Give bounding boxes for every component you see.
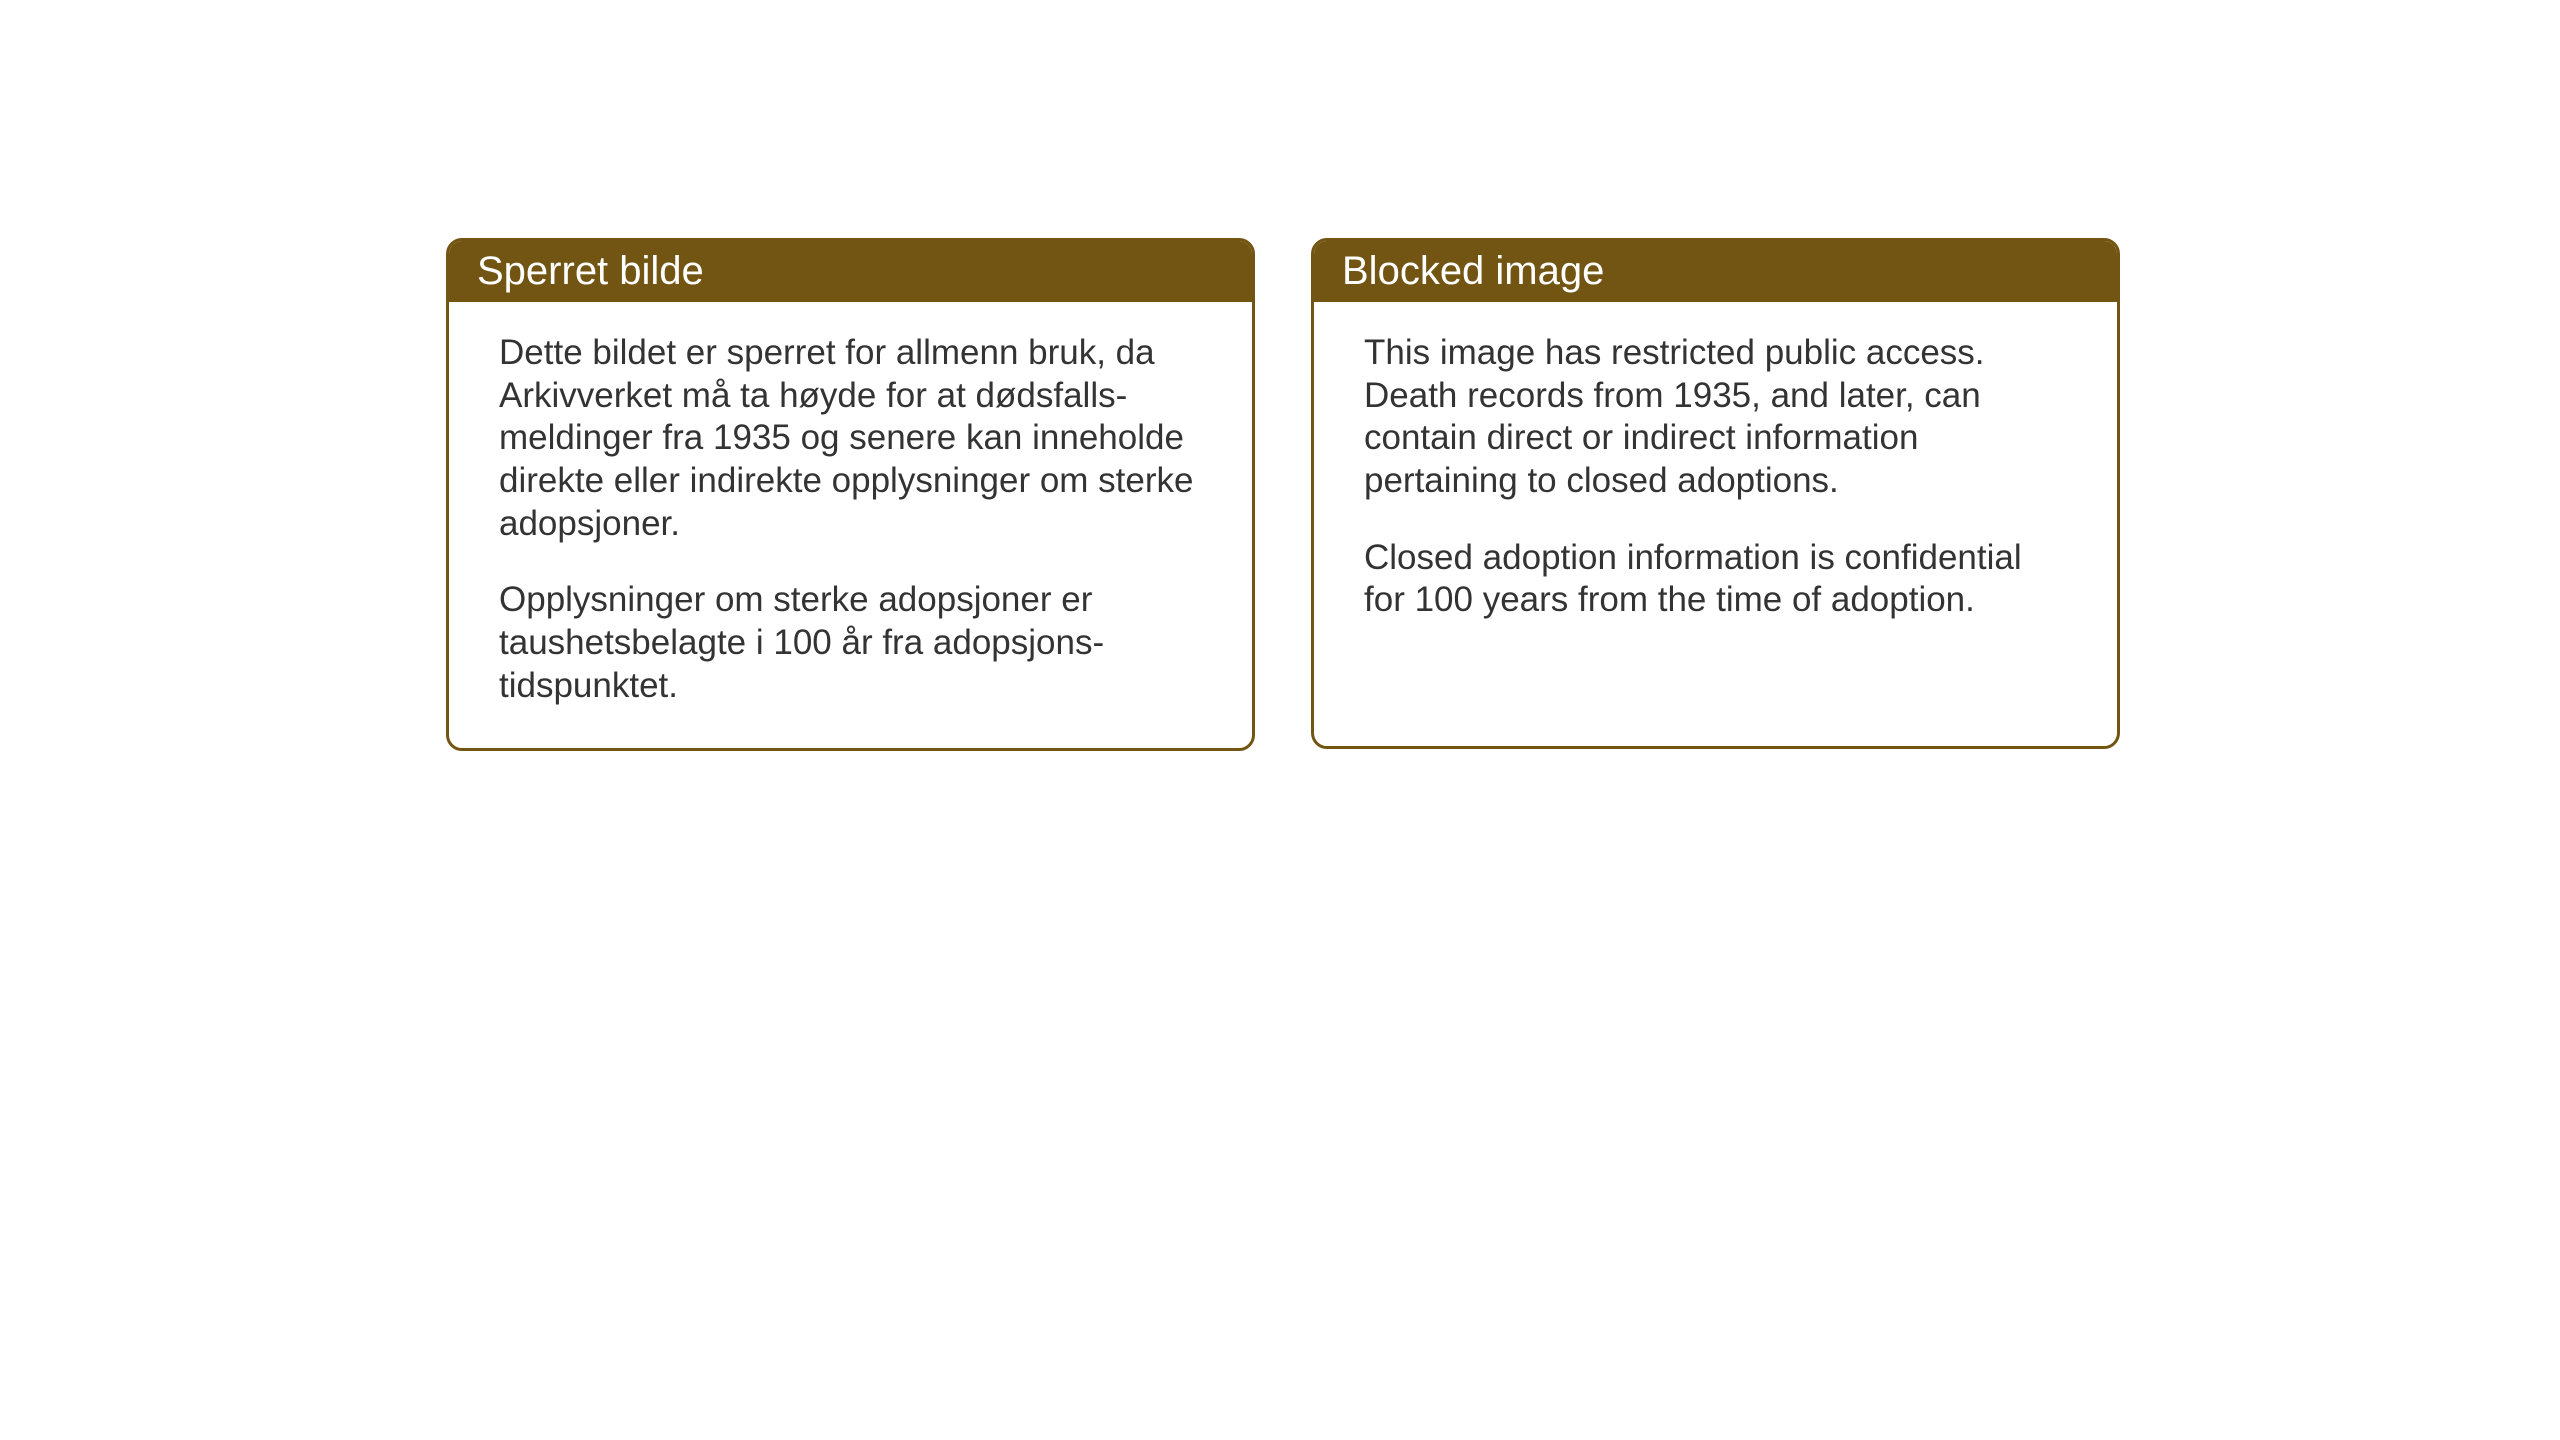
notice-header-english: Blocked image [1314, 241, 2117, 302]
notice-paragraph-1-norwegian: Dette bildet er sperret for allmenn bruk… [499, 332, 1202, 545]
notice-container: Sperret bilde Dette bildet er sperret fo… [446, 238, 2120, 751]
notice-box-norwegian: Sperret bilde Dette bildet er sperret fo… [446, 238, 1255, 751]
notice-body-english: This image has restricted public access.… [1314, 302, 2117, 662]
notice-paragraph-2-english: Closed adoption information is confident… [1364, 537, 2067, 622]
notice-paragraph-2-norwegian: Opplysninger om sterke adopsjoner er tau… [499, 579, 1202, 707]
notice-box-english: Blocked image This image has restricted … [1311, 238, 2120, 749]
notice-header-norwegian: Sperret bilde [449, 241, 1252, 302]
notice-body-norwegian: Dette bildet er sperret for allmenn bruk… [449, 302, 1252, 748]
notice-paragraph-1-english: This image has restricted public access.… [1364, 332, 2067, 503]
